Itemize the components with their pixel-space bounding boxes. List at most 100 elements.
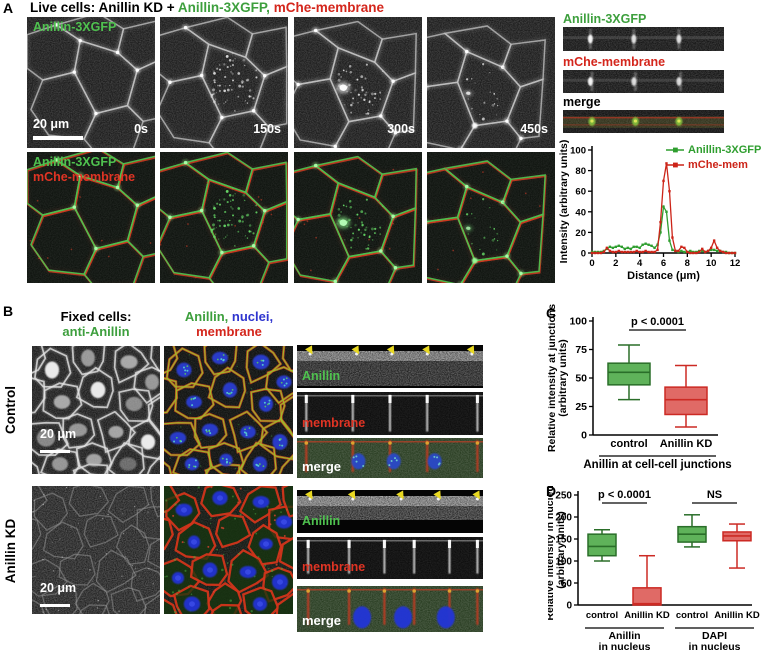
y-tick-label: 80 (575, 166, 586, 177)
x-tick-label: 8 (685, 258, 690, 269)
gfp-image-label: Anillin-3XGFP (33, 155, 117, 169)
strip-merge-label: merge (302, 613, 342, 628)
arrowhead-icon (305, 345, 313, 355)
series-line-0 (592, 204, 735, 254)
y-tick-label: 60 (575, 187, 586, 198)
time-label: 150s (253, 122, 281, 136)
xsection-anillin-kd: Anillin (297, 490, 483, 533)
kymo-strip-2-svg (563, 110, 724, 133)
live-gray-tile-3: 450s (427, 17, 555, 148)
fixed-kd-gray-tile: 20 μm (32, 486, 160, 614)
live-gray-tile-1: 150s (160, 17, 288, 148)
y-axis-title: Relative intensity in nucleus (548, 486, 556, 621)
kymo-label-0: Anillin-3XGFP (563, 12, 647, 26)
live-merge-tile-3 (427, 152, 555, 283)
y-tick-label: 50 (561, 579, 573, 590)
kymo-strip-1-svg (563, 70, 724, 93)
fixed-control-color-tile (164, 346, 293, 474)
y-axis-title: Intensity (arbitrary units) (558, 140, 570, 264)
panel-d-label: D (546, 483, 557, 499)
sig-label-1: NS (707, 489, 722, 501)
title-green: Anillin-3XGFP, (177, 0, 270, 15)
live-gray-tile-3-svg (427, 17, 555, 148)
panel-b-col2-header: Anillin, nuclei, membrane (159, 309, 299, 339)
y-tick-label: 100 (569, 316, 587, 328)
time-label: 0s (134, 122, 148, 136)
y-tick-label: 100 (570, 146, 586, 157)
arrowhead-icon (347, 490, 356, 500)
x-tick-label: 4 (637, 258, 643, 269)
y-tick-label: 20 (575, 228, 586, 239)
live-merge-tile-2-svg (294, 152, 422, 283)
y-tick-label: 25 (575, 401, 587, 413)
kymo-label-1: mChe-membrane (563, 55, 666, 69)
x-tick-label: 0 (589, 258, 594, 269)
intensity-line-chart-svg: 0 20 40 60 80 100 0 2 4 6 8 10 12 Distance (μm) Intens… (558, 140, 761, 282)
xsection-merge-kd: merge (297, 586, 483, 632)
strip-anillin-label: Anillin (302, 514, 341, 528)
x-tick-label: 6 (661, 258, 666, 269)
scalebar (40, 604, 70, 607)
y-tick-label: 0 (566, 601, 572, 612)
xsection-anillin-control-svg (297, 345, 483, 388)
panel-a-title: Live cells: Anillin KD + Anillin-3XGFP, … (30, 0, 384, 15)
box-label-1: Anillin KD (660, 438, 713, 450)
y-tick-label: 200 (555, 513, 572, 524)
x-tick-label: 2 (613, 258, 618, 269)
x-tick-label: 12 (730, 258, 741, 269)
live-merge-tile-1 (160, 152, 288, 283)
arrowhead-icon (396, 490, 404, 500)
anillin-nuclei-label: Anillin, nuclei, (159, 309, 299, 324)
scalebar (33, 136, 83, 140)
kymo-label-2: merge (563, 95, 601, 109)
group-label-0-1: in nucleus (599, 641, 651, 652)
fixed-kd-color-tile (164, 486, 293, 614)
live-gray-tile-2: 300s (294, 17, 422, 148)
xsection-membrane-kd-svg (297, 537, 483, 579)
strip-anillin-label: Anillin (302, 369, 341, 383)
x-tick-label: 10 (706, 258, 717, 269)
fixed-kd-color-tile-svg (164, 486, 293, 614)
kymo-strip-0-svg (563, 27, 724, 51)
arrowhead-icon (472, 490, 480, 500)
xsection-merge-control-svg (297, 438, 483, 478)
xsection-merge-kd-svg (297, 586, 483, 632)
y-tick-label: 250 (555, 491, 572, 502)
live-merge-tile-1-svg (160, 152, 288, 283)
nuclei-word: nuclei, (231, 309, 274, 324)
boxplot-junctions: 0 25 50 75 100 Relative intensity at junction… (548, 304, 767, 476)
live-merge-tile-2 (294, 152, 422, 283)
y-axis-title: (arbitrary units) (555, 511, 567, 589)
xsection-anillin-control: Anillin (297, 345, 483, 388)
xsection-merge-control: merge (297, 438, 483, 478)
arrowhead-icon (386, 345, 395, 355)
y-tick-label: 50 (575, 373, 587, 385)
arrowhead-icon (422, 345, 430, 355)
title-black: Live cells: Anillin KD + (30, 0, 175, 15)
kymo-strip-2 (563, 110, 724, 133)
box-label-0: control (586, 610, 618, 621)
group-label-1-0: DAPI (702, 630, 727, 642)
box-label-1: Anillin KD (624, 610, 670, 621)
live-gray-tile-2-svg (294, 17, 422, 148)
box-label-3: Anillin KD (714, 610, 760, 621)
panel-b-col1-header: Fixed cells: anti-Anillin (26, 309, 166, 339)
mche-image-label: mChe-membrane (33, 170, 136, 184)
xsection-membrane-control: membrane (297, 392, 483, 435)
live-gray-tile-0-svg (27, 17, 155, 148)
y-tick-label: 0 (581, 430, 587, 442)
xsection-membrane-kd: membrane (297, 537, 483, 579)
y-tick-label: 75 (575, 344, 587, 356)
sig-label-0: p < 0.0001 (631, 316, 684, 328)
box-label-0: control (610, 438, 647, 450)
legend-entry-0: Anillin-3XGFP (688, 144, 761, 156)
xsection-membrane-control-svg (297, 392, 483, 435)
time-label: 450s (520, 122, 548, 136)
legend-entry-1: mChe-mem (688, 159, 748, 171)
live-merge-tile-0: Anillin-3XGFP mChe-membrane (27, 152, 155, 283)
arrowhead-icon (433, 490, 441, 500)
y-tick-label: 0 (581, 249, 586, 260)
group-label-0-0: Anillin (608, 630, 640, 642)
y-tick-label: 100 (555, 557, 572, 568)
